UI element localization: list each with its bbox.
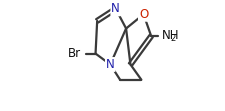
Text: Br: Br (68, 47, 81, 60)
Text: N: N (106, 58, 114, 71)
Text: N: N (111, 2, 119, 15)
Text: NH: NH (161, 29, 179, 42)
Text: O: O (138, 8, 148, 21)
Text: 2: 2 (169, 34, 175, 43)
